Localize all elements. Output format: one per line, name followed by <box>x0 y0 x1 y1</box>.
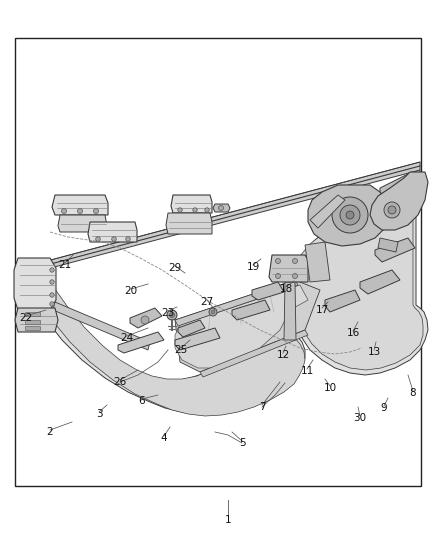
Text: 19: 19 <box>246 262 260 272</box>
Polygon shape <box>375 238 415 262</box>
Circle shape <box>293 259 297 263</box>
Polygon shape <box>130 308 162 328</box>
Circle shape <box>178 208 182 212</box>
Polygon shape <box>295 175 423 370</box>
Text: 12: 12 <box>276 350 290 360</box>
Circle shape <box>384 202 400 218</box>
Circle shape <box>78 208 82 214</box>
Text: 29: 29 <box>168 263 182 273</box>
Polygon shape <box>200 330 308 377</box>
Circle shape <box>209 308 217 316</box>
Polygon shape <box>305 242 330 282</box>
Text: 11: 11 <box>300 366 314 376</box>
Polygon shape <box>232 300 270 320</box>
Polygon shape <box>370 172 428 230</box>
Text: 1: 1 <box>225 515 231 525</box>
Polygon shape <box>28 162 420 274</box>
Polygon shape <box>252 282 284 300</box>
Circle shape <box>50 293 54 297</box>
Circle shape <box>388 206 396 214</box>
Polygon shape <box>388 200 410 212</box>
Text: 27: 27 <box>200 297 214 307</box>
Polygon shape <box>269 255 308 282</box>
Circle shape <box>276 273 280 279</box>
Polygon shape <box>35 267 305 416</box>
Circle shape <box>126 237 130 241</box>
Circle shape <box>219 206 223 211</box>
Polygon shape <box>213 204 230 212</box>
Text: 21: 21 <box>58 260 72 270</box>
Circle shape <box>293 273 297 279</box>
Circle shape <box>61 208 67 214</box>
Circle shape <box>170 312 174 318</box>
Polygon shape <box>52 195 108 215</box>
Text: 24: 24 <box>120 333 134 343</box>
Circle shape <box>340 205 360 225</box>
Text: 2: 2 <box>47 427 53 437</box>
Text: 4: 4 <box>161 433 167 443</box>
Text: 10: 10 <box>323 383 336 393</box>
Text: 23: 23 <box>161 308 175 318</box>
Text: 20: 20 <box>124 286 138 296</box>
Text: 22: 22 <box>19 313 32 323</box>
Circle shape <box>193 208 197 212</box>
Circle shape <box>112 237 117 241</box>
Polygon shape <box>378 238 398 252</box>
Polygon shape <box>175 285 308 368</box>
Circle shape <box>211 310 215 314</box>
Text: 25: 25 <box>174 345 187 355</box>
Circle shape <box>93 208 99 214</box>
Circle shape <box>332 197 368 233</box>
Polygon shape <box>175 328 220 350</box>
Text: 26: 26 <box>113 377 127 387</box>
Text: 13: 13 <box>367 347 381 357</box>
Text: 5: 5 <box>239 438 245 448</box>
Circle shape <box>95 237 100 241</box>
Polygon shape <box>15 308 58 332</box>
Circle shape <box>50 302 54 306</box>
Text: 6: 6 <box>139 396 145 406</box>
Circle shape <box>50 268 54 272</box>
Polygon shape <box>293 170 428 375</box>
Bar <box>25 326 40 330</box>
Polygon shape <box>28 268 305 414</box>
Polygon shape <box>171 195 212 213</box>
Text: 30: 30 <box>353 413 367 423</box>
Circle shape <box>141 316 149 324</box>
Bar <box>15 38 421 486</box>
Polygon shape <box>118 332 164 353</box>
Polygon shape <box>308 185 390 246</box>
Text: 7: 7 <box>259 402 265 412</box>
Circle shape <box>276 259 280 263</box>
Text: 3: 3 <box>95 409 102 419</box>
Polygon shape <box>88 222 137 242</box>
Polygon shape <box>14 258 56 310</box>
Bar <box>25 312 40 316</box>
Polygon shape <box>175 280 320 372</box>
Circle shape <box>205 208 209 212</box>
Circle shape <box>346 211 354 219</box>
Polygon shape <box>175 280 298 326</box>
Polygon shape <box>380 172 416 198</box>
Text: 9: 9 <box>381 403 387 413</box>
Bar <box>25 320 40 324</box>
Polygon shape <box>310 195 345 228</box>
Circle shape <box>167 310 177 320</box>
Polygon shape <box>53 302 150 350</box>
Polygon shape <box>325 290 360 312</box>
Polygon shape <box>166 213 212 234</box>
Text: 8: 8 <box>410 388 416 398</box>
Polygon shape <box>178 320 205 337</box>
Circle shape <box>50 280 54 284</box>
Polygon shape <box>284 282 296 340</box>
Polygon shape <box>58 215 107 232</box>
Text: 16: 16 <box>346 328 360 338</box>
Polygon shape <box>360 270 400 294</box>
Text: 18: 18 <box>279 284 293 294</box>
Text: 17: 17 <box>315 305 328 315</box>
